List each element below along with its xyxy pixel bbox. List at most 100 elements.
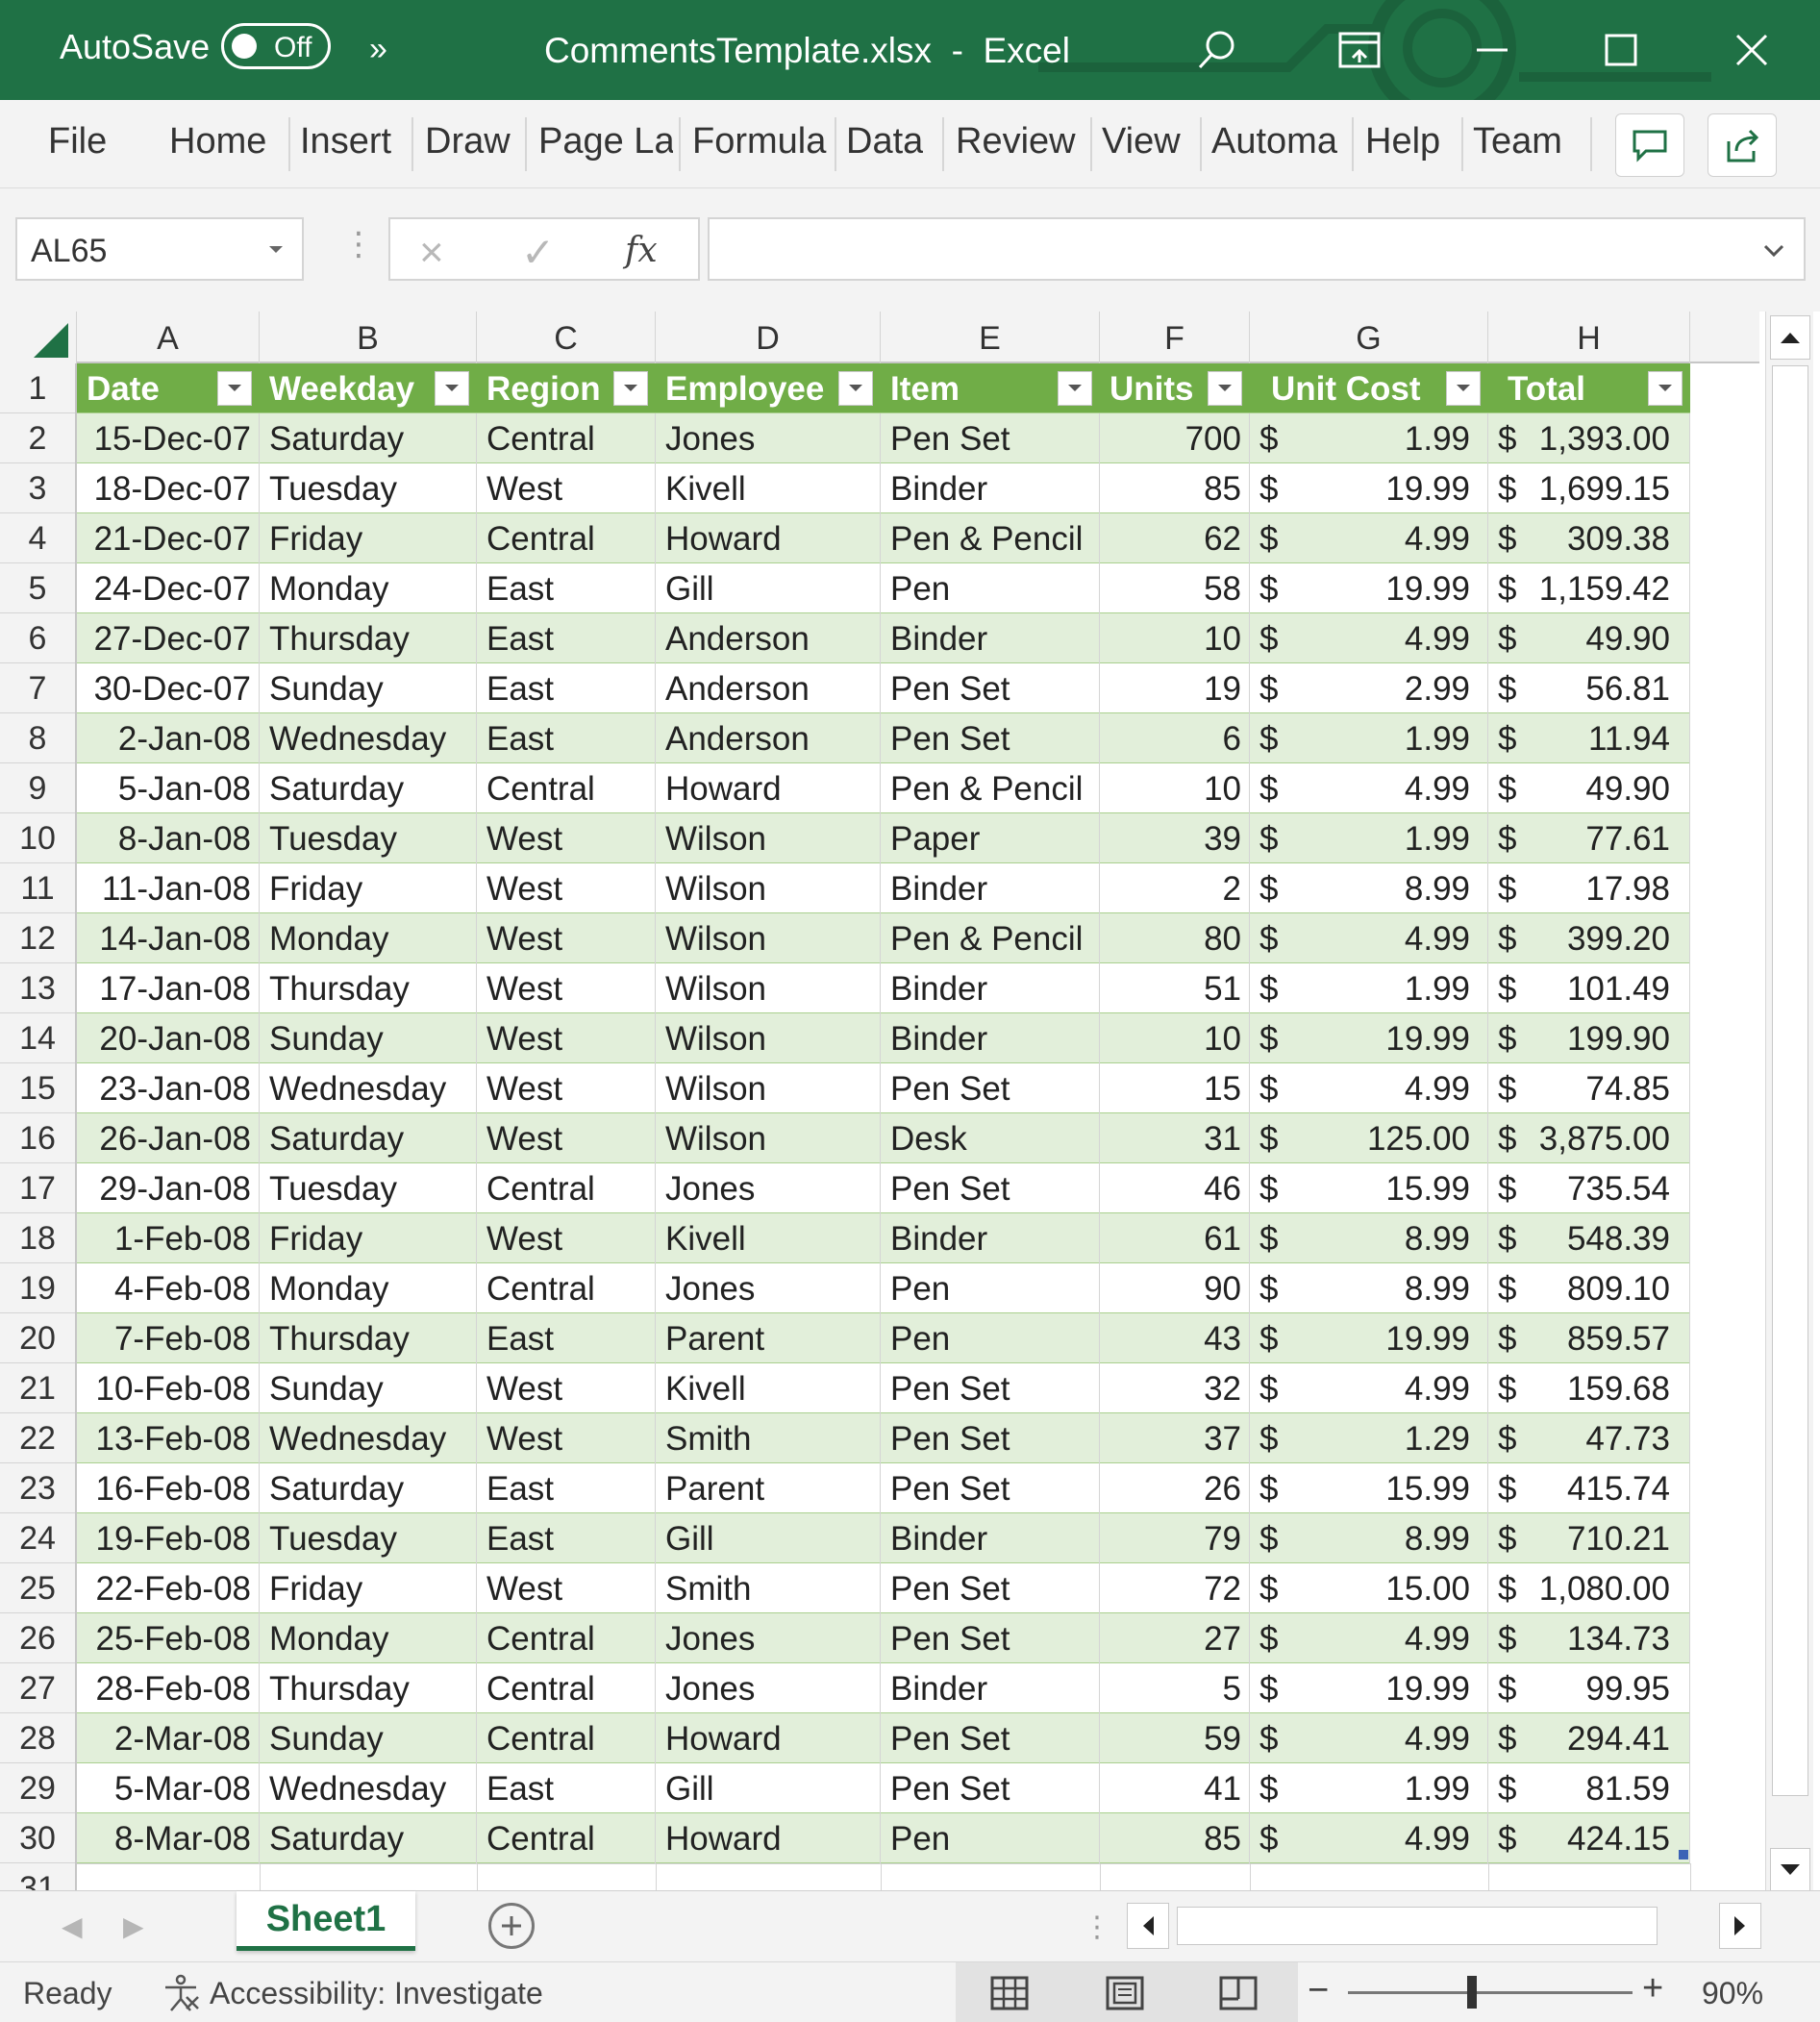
cell-employee[interactable]: Jones xyxy=(656,1663,881,1713)
cell-employee[interactable]: Anderson xyxy=(656,713,881,763)
cell-unit-cost[interactable]: $4.99 xyxy=(1250,613,1488,663)
row-header-2[interactable]: 2 xyxy=(0,413,75,463)
cell-region[interactable]: West xyxy=(477,1413,656,1463)
cell-unit-cost[interactable]: $4.99 xyxy=(1250,1363,1488,1413)
header-region[interactable]: Region xyxy=(477,363,656,413)
cell-units[interactable]: 10 xyxy=(1100,613,1250,663)
row-header-19[interactable]: 19 xyxy=(0,1263,75,1313)
cell-date[interactable]: 15-Dec-07 xyxy=(77,413,260,463)
column-header-f[interactable]: F xyxy=(1100,312,1250,363)
cell-date[interactable]: 5-Mar-08 xyxy=(77,1763,260,1813)
cell-units[interactable]: 43 xyxy=(1100,1313,1250,1363)
tab-help[interactable]: Help xyxy=(1365,121,1441,162)
cell-weekday[interactable]: Friday xyxy=(260,863,477,913)
cell-date[interactable]: 29-Jan-08 xyxy=(77,1163,260,1213)
cell-units[interactable]: 700 xyxy=(1100,413,1250,463)
row-header-1[interactable]: 1 xyxy=(0,363,75,413)
cell-units[interactable]: 85 xyxy=(1100,463,1250,513)
cell-region[interactable]: West xyxy=(477,1063,656,1113)
cell-weekday[interactable]: Thursday xyxy=(260,1663,477,1713)
cell-unit-cost[interactable]: $15.99 xyxy=(1250,1163,1488,1213)
cell-unit-cost[interactable]: $8.99 xyxy=(1250,1513,1488,1563)
cell-weekday[interactable]: Tuesday xyxy=(260,1513,477,1563)
cell-region[interactable]: East xyxy=(477,663,656,713)
tab-data[interactable]: Data xyxy=(846,121,924,162)
cell-date[interactable]: 7-Feb-08 xyxy=(77,1313,260,1363)
table-row-31[interactable] xyxy=(77,1863,1690,1896)
cell-item[interactable]: Pen & Pencil xyxy=(881,763,1100,813)
close-icon[interactable] xyxy=(1727,25,1777,75)
column-header-i[interactable] xyxy=(1690,312,1759,363)
cell-region[interactable]: West xyxy=(477,813,656,863)
cell-unit-cost[interactable]: $4.99 xyxy=(1250,1613,1488,1663)
cell-date[interactable]: 5-Jan-08 xyxy=(77,763,260,813)
cell-item[interactable]: Pen xyxy=(881,1263,1100,1313)
cell-item[interactable]: Pen xyxy=(881,1813,1100,1863)
cell-employee[interactable]: Kivell xyxy=(656,1363,881,1413)
zoom-slider-track[interactable] xyxy=(1348,1991,1633,1994)
tab-team[interactable]: Team xyxy=(1473,121,1562,162)
cell-employee[interactable]: Gill xyxy=(656,563,881,613)
cell-unit-cost[interactable]: $1.29 xyxy=(1250,1413,1488,1463)
ribbon-display-icon[interactable] xyxy=(1334,25,1384,75)
filter-dropdown-unit-cost[interactable] xyxy=(1446,371,1481,406)
cell-unit-cost[interactable]: $1.99 xyxy=(1250,963,1488,1013)
cell-unit-cost[interactable]: $4.99 xyxy=(1250,1813,1488,1863)
tab-view[interactable]: View xyxy=(1102,121,1181,162)
cell-unit-cost[interactable]: $125.00 xyxy=(1250,1113,1488,1163)
normal-view-button[interactable] xyxy=(985,1970,1035,2016)
cell-units[interactable]: 59 xyxy=(1100,1713,1250,1763)
cell-employee[interactable]: Anderson xyxy=(656,663,881,713)
cell-weekday[interactable]: Saturday xyxy=(260,1113,477,1163)
column-header-a[interactable]: A xyxy=(77,312,260,363)
header-unit-cost[interactable]: Unit Cost xyxy=(1250,363,1488,413)
cell-date[interactable]: 10-Feb-08 xyxy=(77,1363,260,1413)
cell-region[interactable]: West xyxy=(477,1013,656,1063)
row-header-15[interactable]: 15 xyxy=(0,1063,75,1113)
cell-unit-cost[interactable]: $15.00 xyxy=(1250,1563,1488,1613)
cell-unit-cost[interactable]: $19.99 xyxy=(1250,1313,1488,1363)
select-all-corner[interactable] xyxy=(0,312,77,363)
cell-weekday[interactable]: Sunday xyxy=(260,1713,477,1763)
cell-total[interactable]: $424.15 xyxy=(1488,1813,1690,1863)
row-header-23[interactable]: 23 xyxy=(0,1463,75,1513)
cell-weekday[interactable]: Saturday xyxy=(260,1463,477,1513)
cell-unit-cost[interactable]: $8.99 xyxy=(1250,1213,1488,1263)
cell-date[interactable]: 26-Jan-08 xyxy=(77,1113,260,1163)
cell-region[interactable]: East xyxy=(477,613,656,663)
cell-total[interactable]: $17.98 xyxy=(1488,863,1690,913)
comments-button[interactable] xyxy=(1615,113,1684,177)
row-header-17[interactable]: 17 xyxy=(0,1163,75,1213)
cell-employee[interactable]: Anderson xyxy=(656,613,881,663)
cell-units[interactable]: 2 xyxy=(1100,863,1250,913)
cell-employee[interactable]: Wilson xyxy=(656,1113,881,1163)
cell-unit-cost[interactable]: $1.99 xyxy=(1250,413,1488,463)
cell-region[interactable]: East xyxy=(477,1763,656,1813)
cell-units[interactable]: 27 xyxy=(1100,1613,1250,1663)
row-header-20[interactable]: 20 xyxy=(0,1313,75,1363)
cell-employee[interactable]: Gill xyxy=(656,1513,881,1563)
cell-units[interactable]: 37 xyxy=(1100,1413,1250,1463)
cell-date[interactable]: 2-Jan-08 xyxy=(77,713,260,763)
cell-item[interactable]: Pen Set xyxy=(881,1063,1100,1113)
tab-review[interactable]: Review xyxy=(956,121,1076,162)
cell-units[interactable]: 31 xyxy=(1100,1113,1250,1163)
cell-region[interactable]: West xyxy=(477,913,656,963)
row-header-27[interactable]: 27 xyxy=(0,1663,75,1713)
cell-date[interactable]: 24-Dec-07 xyxy=(77,563,260,613)
cell-unit-cost[interactable]: $19.99 xyxy=(1250,1013,1488,1063)
cell-region[interactable]: East xyxy=(477,563,656,613)
cell-region[interactable]: Central xyxy=(477,1263,656,1313)
cell-units[interactable]: 10 xyxy=(1100,1013,1250,1063)
cell-unit-cost[interactable]: $1.99 xyxy=(1250,813,1488,863)
row-header-10[interactable]: 10 xyxy=(0,813,75,863)
cell-date[interactable]: 25-Feb-08 xyxy=(77,1613,260,1663)
cell-employee[interactable]: Smith xyxy=(656,1563,881,1613)
cell-item[interactable]: Pen Set xyxy=(881,1563,1100,1613)
column-header-g[interactable]: G xyxy=(1250,312,1488,363)
cell-region[interactable]: Central xyxy=(477,1813,656,1863)
cell-units[interactable]: 10 xyxy=(1100,763,1250,813)
cell-weekday[interactable]: Friday xyxy=(260,1563,477,1613)
cell-units[interactable]: 26 xyxy=(1100,1463,1250,1513)
cell-employee[interactable]: Parent xyxy=(656,1313,881,1363)
